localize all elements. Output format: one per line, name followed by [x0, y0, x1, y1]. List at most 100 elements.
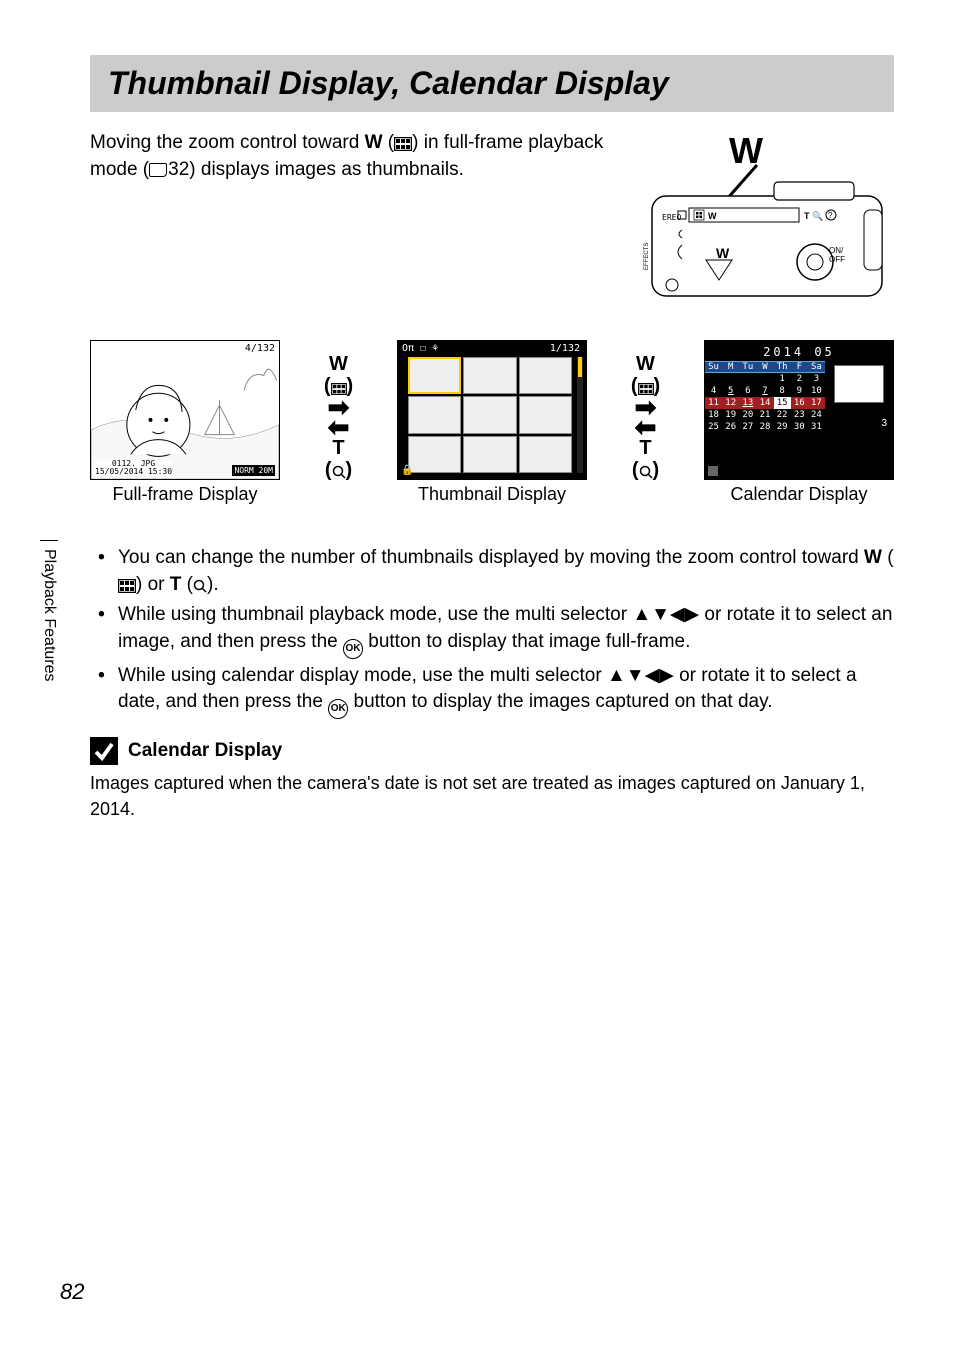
calendar-date-cell: 31	[808, 421, 825, 433]
thumbnail-grid-icon	[394, 137, 412, 151]
calendar-date-cell: 17	[808, 397, 825, 409]
thumbnail-grid-icon	[118, 579, 136, 593]
calendar-day-label: Su	[705, 362, 722, 372]
calendar-label: Calendar Display	[704, 484, 894, 505]
fullframe-label: Full-frame Display	[90, 484, 280, 505]
b1-text-3: ) or	[136, 574, 170, 595]
b3-text-3: button to display the images captured on…	[348, 691, 772, 712]
fullframe-meta: 0112. JPG 15/05/2014 15:30	[95, 460, 172, 476]
calendar-date-cell: 27	[739, 421, 756, 433]
camera-diagram: W EREO W T 🔍 ? W ON/ OFF	[634, 130, 894, 310]
ok-button-icon: OK	[328, 699, 348, 719]
note-body: Images captured when the camera's date i…	[90, 771, 894, 821]
camera-w-label: W	[729, 130, 763, 172]
magnify-icon	[332, 465, 346, 479]
calendar-date-cell: 4	[705, 385, 722, 397]
note-title: Calendar Display	[128, 740, 282, 762]
calendar-screen: 2014 05 SuMTuWThFSa 12345678910111213141…	[704, 340, 894, 480]
calendar-grid: 1234567891011121314151617181920212223242…	[705, 373, 825, 433]
svg-text:T: T	[804, 211, 810, 221]
calendar-day-label: Sa	[808, 362, 825, 372]
calendar-date-cell: 28	[756, 421, 773, 433]
calendar-date-cell: 23	[791, 409, 808, 421]
multi-selector-arrows-icon: ▲▼◀▶	[607, 665, 674, 686]
calendar-date-cell: 22	[774, 409, 791, 421]
calendar-date-cell: 9	[791, 385, 808, 397]
calendar-date-cell: 20	[739, 409, 756, 421]
calendar-preview-image	[834, 365, 884, 403]
magnify-icon	[639, 465, 653, 479]
thumb-counter: 1/132	[550, 343, 580, 354]
calendar-left: SuMTuWThFSa 1234567891011121314151617181…	[705, 361, 825, 433]
calendar-day-label: M	[722, 362, 739, 372]
svg-text:🔍: 🔍	[812, 210, 823, 221]
multi-selector-arrows-icon: ▲▼◀▶	[632, 604, 699, 625]
thumb-status-icons: Oπ ☐ ⚘	[402, 343, 438, 354]
calendar-date-cell: 25	[705, 421, 722, 433]
b1-w: W	[864, 547, 882, 568]
thumb-cell	[519, 357, 572, 394]
b2-text-1: While using thumbnail playback mode, use…	[118, 604, 632, 625]
svg-text:?: ?	[828, 211, 833, 220]
calendar-right: 3	[825, 361, 893, 433]
b1-text-2: (	[882, 547, 894, 568]
calendar-date-cell: 6	[739, 385, 756, 397]
transition-arrows-2: W () ➡ ⬅ T ()	[631, 354, 660, 480]
calendar-date-cell: 11	[705, 397, 722, 409]
calendar-date-cell: 16	[791, 397, 808, 409]
svg-text:W: W	[716, 245, 730, 261]
calendar-date-cell	[722, 373, 739, 385]
calendar-date-cell: 26	[722, 421, 739, 433]
bullet-2: While using thumbnail playback mode, use…	[110, 602, 894, 659]
calendar-day-labels: SuMTuWThFSa	[705, 361, 825, 373]
zoom-w-bold: W	[365, 132, 383, 153]
thumb-cell	[408, 396, 461, 433]
calendar-date-cell: 7	[756, 385, 773, 397]
b3-text-1: While using calendar display mode, use t…	[118, 665, 607, 686]
page-ref-number: 32	[168, 159, 189, 180]
page-number: 82	[60, 1279, 84, 1305]
fullframe-counter: 4/132	[245, 343, 275, 354]
b1-t: T	[170, 574, 182, 595]
intro-text-2: (	[383, 132, 395, 153]
thumbnail-grid	[408, 357, 572, 473]
fullframe-column: 4/132 0112. JPG 15/05/2014 15:30 NORM 20…	[90, 340, 280, 505]
calendar-date-cell: 12	[722, 397, 739, 409]
trans-w-label: W	[636, 353, 655, 375]
trans-t-label: T	[332, 437, 344, 459]
thumbnail-screen: Oπ ☐ ⚘ 1/132 🔒	[397, 340, 587, 480]
calendar-day-label: Tu	[739, 362, 756, 372]
camera-outline-svg: EREO W T 🔍 ? W ON/ OFF EFFECTS	[634, 130, 894, 310]
display-modes-diagram: 4/132 0112. JPG 15/05/2014 15:30 NORM 20…	[90, 340, 894, 505]
ok-button-icon: OK	[343, 639, 363, 659]
bullet-3: While using calendar display mode, use t…	[110, 663, 894, 720]
calendar-date-cell: 8	[774, 385, 791, 397]
side-chapter-label: Playback Features	[40, 540, 58, 682]
calendar-header: 2014 05	[705, 341, 893, 361]
caution-check-icon	[90, 737, 118, 765]
trans-w-label: W	[329, 353, 348, 375]
thumb-cell	[519, 436, 572, 473]
fullframe-screen: 4/132 0112. JPG 15/05/2014 15:30 NORM 20…	[90, 340, 280, 480]
fullframe-quality: NORM 20M	[232, 465, 275, 476]
thumb-cell	[519, 396, 572, 433]
calendar-date-cell: 15	[774, 397, 791, 409]
calendar-date-cell: 30	[791, 421, 808, 433]
calendar-date-cell	[756, 373, 773, 385]
note-heading: Calendar Display	[90, 737, 894, 765]
calendar-column: 2014 05 SuMTuWThFSa 12345678910111213141…	[704, 340, 894, 505]
scroll-indicator	[577, 357, 583, 473]
thumb-cell	[463, 396, 516, 433]
calendar-body: SuMTuWThFSa 1234567891011121314151617181…	[705, 361, 893, 433]
bullet-1: You can change the number of thumbnails …	[110, 545, 894, 598]
calendar-date-cell: 2	[791, 373, 808, 385]
arrow-left-icon: ⬅	[635, 418, 657, 436]
calendar-date-cell	[739, 373, 756, 385]
arrow-left-icon: ⬅	[328, 418, 350, 436]
calendar-date-cell	[705, 373, 722, 385]
calendar-date-cell: 18	[705, 409, 722, 421]
calendar-date-cell: 3	[808, 373, 825, 385]
calendar-date-cell: 5	[722, 385, 739, 397]
calendar-day-label: W	[756, 362, 773, 372]
b2-text-3: button to display that image full-frame.	[363, 631, 690, 652]
